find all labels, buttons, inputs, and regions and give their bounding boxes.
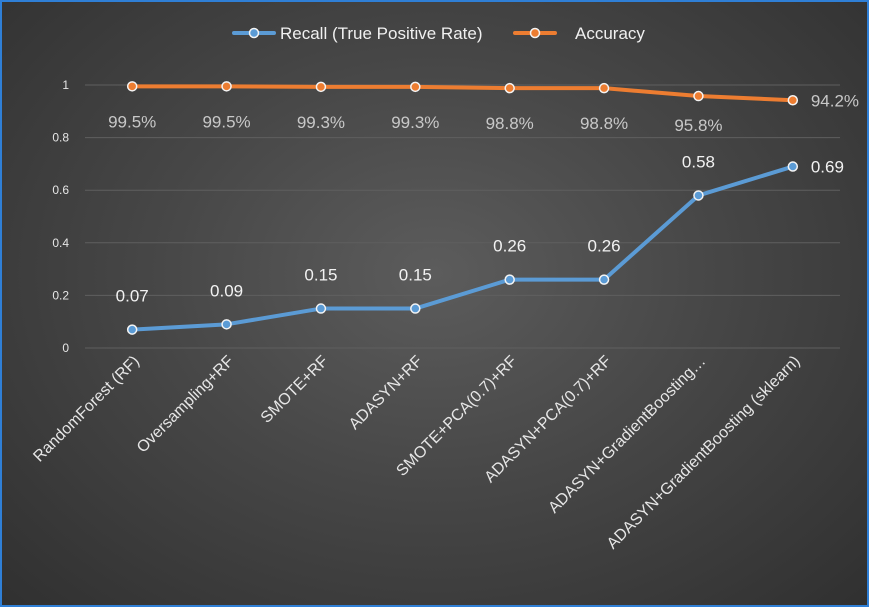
data-point — [410, 81, 421, 93]
x-tick-label: ADASYN+GradientBoosting (sklearn) — [604, 353, 804, 553]
x-tick-label: ADASYN+RF — [346, 353, 426, 433]
accuracy-data-label: 95.8% — [674, 116, 722, 135]
data-point — [221, 81, 232, 92]
y-tick-label: 0.2 — [52, 288, 69, 302]
data-point — [598, 274, 610, 285]
data-point — [787, 161, 799, 172]
data-point — [126, 324, 138, 335]
accuracy-data-label: 94.2% — [811, 91, 859, 110]
recall-data-label: 0.69 — [811, 158, 844, 177]
recall-data-label: 0.15 — [304, 266, 337, 285]
recall-data-label: 0.26 — [588, 237, 621, 256]
x-tick-label: RandomForest (RF) — [30, 353, 143, 466]
legend: Recall (True Positive Rate) Accuracy — [232, 24, 645, 43]
data-point — [787, 95, 799, 106]
y-tick-label: 0.4 — [52, 236, 69, 250]
data-labels: 0.07 0.09 0.15 0.15 0.26 0.26 0.58 0.69 99.5% 99.… — [108, 91, 859, 305]
x-axis: RandomForest (RF)Oversampling+RF SMOTE+RF… — [30, 353, 803, 553]
x-tick-label: ADASYN+GradientBoosting… — [545, 353, 709, 517]
series-line-1 — [130, 84, 795, 103]
x-tick-label: Oversampling+RF — [134, 353, 238, 457]
data-point — [126, 81, 138, 92]
data-point — [693, 190, 704, 201]
y-tick-label: 0.6 — [52, 183, 69, 197]
accuracy-data-label: 99.5% — [202, 112, 250, 131]
y-tick-label: 0 — [62, 341, 69, 355]
recall-data-label: 0.58 — [682, 152, 715, 171]
legend-label: Accuracy — [575, 24, 645, 43]
data-point — [315, 81, 327, 93]
series-line-0 — [130, 164, 795, 332]
series-group — [126, 81, 799, 335]
gridlines — [85, 84, 840, 349]
data-point — [504, 82, 515, 94]
y-tick-label: 1 — [62, 78, 69, 92]
data-point — [693, 90, 704, 102]
data-point — [410, 303, 421, 314]
data-point — [598, 82, 610, 94]
accuracy-data-label: 99.3% — [391, 113, 439, 132]
accuracy-data-label: 98.8% — [486, 114, 534, 133]
legend-label: Recall (True Positive Rate) — [280, 24, 483, 43]
data-point — [504, 274, 515, 285]
x-tick-label: SMOTE+RF — [258, 353, 332, 427]
data-point — [315, 303, 327, 314]
recall-data-label: 0.15 — [399, 266, 432, 285]
y-axis: 0 0.2 0.4 0.6 0.8 1 — [52, 78, 69, 355]
data-point — [221, 319, 232, 330]
recall-data-label: 0.07 — [116, 287, 149, 306]
y-tick-label: 0.8 — [52, 131, 69, 145]
recall-data-label: 0.26 — [493, 237, 526, 256]
accuracy-data-label: 99.5% — [108, 112, 156, 131]
legend-marker — [248, 27, 260, 39]
accuracy-data-label: 99.3% — [297, 113, 345, 132]
accuracy-data-label: 98.8% — [580, 114, 628, 133]
legend-marker — [529, 27, 541, 39]
recall-data-label: 0.09 — [210, 281, 243, 300]
